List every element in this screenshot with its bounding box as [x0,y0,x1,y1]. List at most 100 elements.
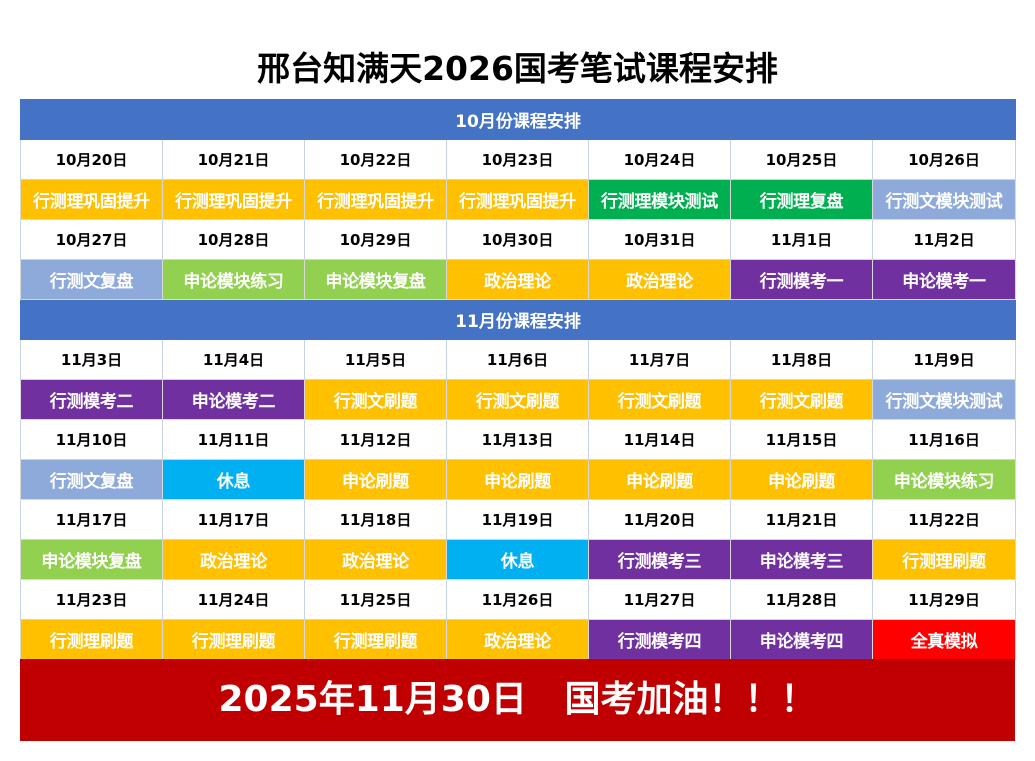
page-title: 邢台知满天2026国考笔试课程安排 [257,49,778,88]
date-cell: 11月15日 [730,419,873,460]
course-cell: 行测文刷题 [446,379,589,420]
course-cell: 申论模考二 [162,379,305,420]
section-header-row: 11月份课程安排 [19,299,1017,340]
course-row: 行测模考二 申论模考二 行测文刷题 行测文刷题 行测文刷题 行测文刷题 行测文模块测试 [20,379,1017,420]
course-cell: 行测文模块测试 [871,379,1017,420]
date-cell: 11月29日 [871,579,1017,620]
course-cell: 申论刷题 [446,459,589,500]
date-cell: 10月22日 [304,139,447,180]
course-cell: 申论刷题 [730,459,873,500]
course-row: 行测文复盘 申论模块练习 申论模块复盘 政治理论 政治理论 行测模考一 申论模考一 [20,259,1017,300]
course-cell: 申论模考三 [730,539,873,580]
section-header-row: 10月份课程安排 [19,99,1017,140]
date-cell: 11月13日 [446,419,589,460]
date-cell: 11月10日 [20,419,163,460]
date-cell: 11月22日 [871,499,1017,540]
course-cell: 行测理巩固提升 [304,179,447,220]
section-heading: 10月份课程安排 [19,99,1017,140]
date-cell: 11月5日 [304,339,447,380]
course-cell: 休息 [446,539,589,580]
date-cell: 10月21日 [162,139,305,180]
course-cell: 行测文刷题 [730,379,873,420]
course-cell: 政治理论 [446,619,589,660]
course-cell: 行测理模块测试 [588,179,731,220]
date-cell: 11月20日 [588,499,731,540]
course-cell: 申论刷题 [588,459,731,500]
date-cell: 11月6日 [446,339,589,380]
course-cell: 行测文刷题 [588,379,731,420]
course-cell: 政治理论 [162,539,305,580]
course-cell: 申论模块复盘 [304,259,447,300]
date-row: 11月10日 11月11日 11月12日 11月13日 11月14日 11月15日 11月1… [20,419,1017,460]
course-row: 申论模块复盘 政治理论 政治理论 休息 行测模考三 申论模考三 行测理刷题 [20,539,1017,580]
date-cell: 10月30日 [446,219,589,260]
course-cell: 行测理巩固提升 [446,179,589,220]
date-row: 11月3日 11月4日 11月5日 11月6日 11月7日 11月8日 11月9日 [20,339,1017,380]
course-row: 行测理刷题 行测理刷题 行测理刷题 政治理论 行测模考四 申论模考四 全真模拟 [20,619,1017,660]
date-cell: 11月3日 [20,339,163,380]
course-cell: 行测文复盘 [20,459,163,500]
course-cell: 申论模块练习 [871,459,1017,500]
date-cell: 10月29日 [304,219,447,260]
date-cell: 11月16日 [871,419,1017,460]
date-cell: 11月17日 [20,499,163,540]
course-cell: 政治理论 [304,539,447,580]
course-cell: 行测文刷题 [304,379,447,420]
course-cell: 行测理刷题 [304,619,447,660]
date-cell: 10月25日 [730,139,873,180]
date-cell: 11月8日 [730,339,873,380]
date-cell: 10月20日 [20,139,163,180]
course-cell: 行测模考二 [20,379,163,420]
course-cell: 行测理刷题 [20,619,163,660]
date-cell: 11月24日 [162,579,305,620]
course-cell: 申论模考四 [730,619,873,660]
course-cell: 行测文模块测试 [871,179,1017,220]
course-row: 行测理巩固提升 行测理巩固提升 行测理巩固提升 行测理巩固提升 行测理模块测试 行测理复盘… [20,179,1017,220]
date-cell: 11月28日 [730,579,873,620]
date-cell: 11月14日 [588,419,731,460]
section-heading: 11月份课程安排 [19,299,1017,340]
course-cell: 行测模考一 [730,259,873,300]
course-cell: 政治理论 [588,259,731,300]
date-cell: 11月12日 [304,419,447,460]
course-cell: 行测模考四 [588,619,731,660]
date-cell: 10月24日 [588,139,731,180]
course-cell: 申论模块复盘 [20,539,163,580]
course-cell: 行测理刷题 [162,619,305,660]
date-cell: 11月11日 [162,419,305,460]
date-cell: 11月1日 [730,219,873,260]
date-cell: 11月23日 [20,579,163,620]
schedule-table: 10月份课程安排 10月20日 10月21日 10月22日 10月23日 10月24日 10… [19,99,1017,660]
date-cell: 11月21日 [730,499,873,540]
exam-date-banner: 2025年11月30日 国考加油！！！ [20,659,1015,741]
course-cell: 行测模考三 [588,539,731,580]
date-cell: 11月17日 [162,499,305,540]
date-cell: 10月23日 [446,139,589,180]
date-row: 11月17日 11月17日 11月18日 11月19日 11月20日 11月21日 11月2… [20,499,1017,540]
course-cell: 行测理刷题 [871,539,1017,580]
course-cell: 申论刷题 [304,459,447,500]
date-cell: 11月26日 [446,579,589,620]
course-cell: 申论模考一 [871,259,1017,300]
course-cell: 行测理巩固提升 [162,179,305,220]
date-cell: 11月4日 [162,339,305,380]
course-cell: 政治理论 [446,259,589,300]
course-cell: 行测理巩固提升 [20,179,163,220]
date-cell: 11月19日 [446,499,589,540]
date-cell: 10月26日 [871,139,1017,180]
date-cell: 10月31日 [588,219,731,260]
date-cell: 11月9日 [871,339,1017,380]
course-cell: 休息 [162,459,305,500]
date-cell: 11月27日 [588,579,731,620]
course-cell: 行测理复盘 [730,179,873,220]
date-cell: 11月2日 [871,219,1017,260]
course-cell: 申论模块练习 [162,259,305,300]
date-cell: 11月25日 [304,579,447,620]
course-row: 行测文复盘 休息 申论刷题 申论刷题 申论刷题 申论刷题 申论模块练习 [20,459,1017,500]
date-cell: 10月28日 [162,219,305,260]
date-cell: 11月18日 [304,499,447,540]
date-cell: 11月7日 [588,339,731,380]
course-cell: 全真模拟 [871,619,1017,660]
date-cell: 10月27日 [20,219,163,260]
date-row: 11月23日 11月24日 11月25日 11月26日 11月27日 11月28日 11月2… [20,579,1017,620]
